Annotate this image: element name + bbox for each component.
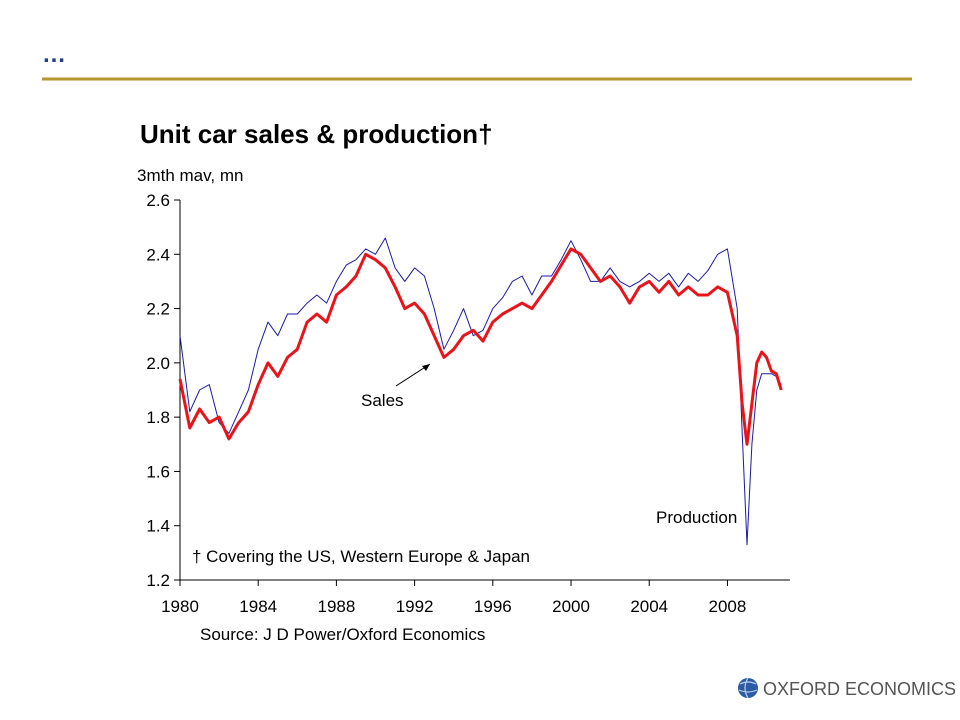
x-tick-label: 2004 xyxy=(630,597,668,616)
y-tick-label: 1.2 xyxy=(146,571,170,590)
source: Source: J D Power/Oxford Economics xyxy=(200,625,485,644)
x-tick-label: 1992 xyxy=(396,597,434,616)
x-tick-label: 1988 xyxy=(317,597,355,616)
data-line xyxy=(179,237,782,546)
footnote: † Covering the US, Western Europe & Japa… xyxy=(192,547,530,566)
arrow-head xyxy=(422,364,430,371)
x-tick-label: 2008 xyxy=(709,597,747,616)
header-title: … xyxy=(42,41,66,68)
y-tick-label: 1.8 xyxy=(146,408,170,427)
logo-text: OXFORD ECONOMICS xyxy=(763,679,956,699)
x-tick-label: 2000 xyxy=(552,597,590,616)
y-axis-label: 3mth mav, mn xyxy=(137,166,243,185)
chart-title: Unit car sales & production† xyxy=(140,119,493,149)
logo-globe xyxy=(738,678,758,698)
x-tick-label: 1984 xyxy=(239,597,277,616)
logo: OXFORD ECONOMICS xyxy=(738,677,956,699)
y-tick-label: 1.6 xyxy=(146,462,170,481)
y-tick-label: 1.4 xyxy=(146,517,170,536)
annotation: Sales xyxy=(361,391,404,410)
x-tick-label: 1996 xyxy=(474,597,512,616)
x-tick-label: 1980 xyxy=(161,597,199,616)
y-tick-label: 2.2 xyxy=(146,300,170,319)
data-line xyxy=(178,247,783,446)
y-tick-label: 2.6 xyxy=(146,191,170,210)
y-tick-label: 2.4 xyxy=(146,245,170,264)
logo-globe-lines xyxy=(738,677,758,699)
y-tick-label: 2.0 xyxy=(146,354,170,373)
annotation: Production xyxy=(656,508,737,527)
